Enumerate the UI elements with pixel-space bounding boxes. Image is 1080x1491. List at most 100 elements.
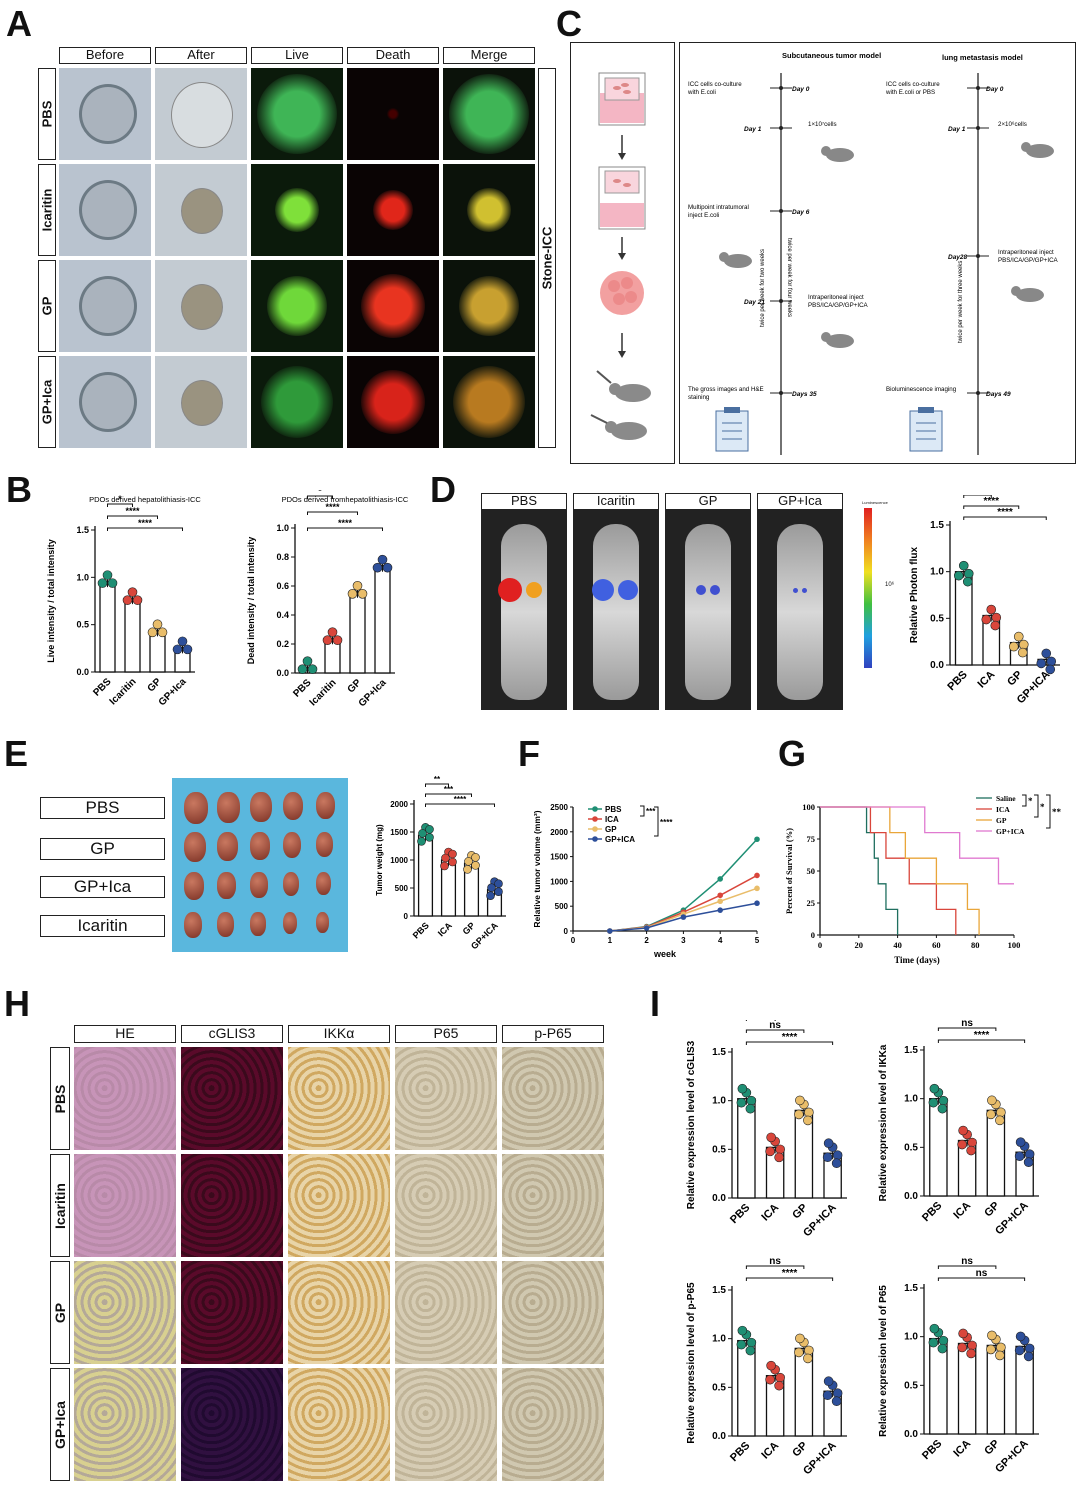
data-point <box>172 644 183 655</box>
data-point <box>775 1372 785 1383</box>
data-point <box>97 578 108 588</box>
legend-label: PBS <box>605 805 622 814</box>
data-point <box>1023 1157 1034 1167</box>
data-point <box>182 644 193 655</box>
organoid-image <box>251 164 343 256</box>
data-point <box>357 589 368 599</box>
y-tick-label: 0.8 <box>276 552 289 562</box>
data-point <box>607 928 613 934</box>
mouse-injection-icon <box>590 370 651 440</box>
histology-image <box>74 1047 176 1150</box>
data-point <box>963 568 974 579</box>
data-point <box>494 887 503 896</box>
tumor-specimen <box>283 832 302 859</box>
significance-label: ns <box>961 1020 973 1029</box>
significance-bracket <box>107 515 158 519</box>
mouse-bioluminescence-image <box>481 510 567 710</box>
data-point <box>754 900 760 907</box>
histology-image <box>181 1047 283 1150</box>
legend-label: GP+ICA <box>605 835 635 844</box>
data-point <box>1008 641 1019 652</box>
transwell-icon <box>598 72 646 126</box>
data-point <box>417 837 426 846</box>
significance-bracket <box>307 495 333 499</box>
significance-label: **** <box>983 496 999 507</box>
significance-label: * <box>318 490 322 496</box>
side-label-stone-icc: Stone-ICC <box>538 68 556 448</box>
significance-label: **** <box>454 795 467 804</box>
data-point <box>986 1344 996 1355</box>
bar <box>417 834 434 917</box>
data-point <box>966 1145 976 1156</box>
x-tick-label: ICA <box>951 1438 973 1460</box>
chart-title: PDOs derived hepatolithiasis-ICC <box>89 495 201 504</box>
organoid-image <box>251 68 343 160</box>
data-point <box>1013 631 1024 642</box>
chart-g-survival: 0 25 50 75 100 0 20 40 60 80 100 Time (days) Percent… <box>784 794 1062 965</box>
y-tick-label: 500 <box>395 884 409 893</box>
data-point <box>157 627 168 638</box>
x-tick-label: 4 <box>718 936 723 945</box>
data-point <box>440 861 449 871</box>
y-tick-label: 0.5 <box>930 613 944 624</box>
data-point <box>991 612 1002 623</box>
organoid-image <box>443 68 535 160</box>
data-point <box>471 853 480 862</box>
survival-curve <box>820 806 1014 885</box>
significance-bracket <box>1022 794 1027 807</box>
data-point <box>717 907 723 913</box>
y-tick-label: 1.5 <box>904 1283 918 1294</box>
x-tick-label: GP+Ica <box>357 677 389 709</box>
y-tick-label: 1.0 <box>276 523 289 533</box>
y-tick-label: 0.5 <box>712 1144 726 1155</box>
timeline-note: twice per week for two weeks <box>760 249 766 327</box>
data-point <box>831 1396 842 1407</box>
data-point <box>1018 639 1029 650</box>
y-axis-label: Relative expression level of cGLIS3 <box>686 1040 697 1209</box>
data-point <box>132 595 143 605</box>
data-point <box>832 1150 843 1161</box>
data-point <box>766 1132 776 1143</box>
data-point <box>737 1083 748 1094</box>
y-tick-label: 0.2 <box>276 639 289 649</box>
data-point <box>929 1323 940 1334</box>
histology-image <box>502 1154 604 1257</box>
data-point <box>987 1330 997 1341</box>
y-tick-label: 2000 <box>390 800 408 809</box>
transwell-icon-2 <box>598 166 646 230</box>
h-row-label-pbs: PBS <box>50 1047 70 1150</box>
data-point <box>425 825 434 834</box>
luminescence-scale-bar <box>864 508 872 668</box>
data-point <box>981 614 992 625</box>
y-tick-label: 0.0 <box>904 1429 918 1440</box>
timeline-note: twice per week for three weeks <box>958 261 964 343</box>
tumor-specimen <box>217 792 240 823</box>
organoid-image <box>155 260 247 352</box>
h-header-cglis3: cGLIS3 <box>181 1025 283 1043</box>
x-tick-label: GP <box>790 1202 810 1222</box>
legend-label: GP <box>605 825 617 834</box>
timeline-event: ICC cells co-culture with E.coli or PBS <box>885 81 940 96</box>
tumor-specimen <box>184 832 206 862</box>
e-label-gp: GP <box>40 838 165 860</box>
data-point <box>995 1115 1005 1126</box>
data-point <box>996 1342 1006 1353</box>
x-tick-label: PBS <box>91 676 114 699</box>
d-header-icaritin: Icaritin <box>573 493 659 510</box>
data-point <box>966 1348 976 1359</box>
timeline-event: Bioluminescence imaging <box>886 386 957 393</box>
data-point <box>831 1158 842 1169</box>
x-tick-label: 60 <box>932 940 941 950</box>
panel-label-a: A <box>6 3 32 44</box>
y-tick-label: 2000 <box>550 828 568 837</box>
histology-image <box>395 1261 497 1364</box>
data-point <box>774 1380 784 1391</box>
x-tick-label: ICA <box>975 669 997 691</box>
data-point <box>746 1337 757 1348</box>
data-point <box>967 1137 977 1148</box>
organoid-image <box>251 260 343 352</box>
data-point <box>377 554 388 565</box>
x-tick-label: GP <box>1005 669 1025 689</box>
data-point <box>1045 664 1056 675</box>
data-point <box>152 619 163 630</box>
